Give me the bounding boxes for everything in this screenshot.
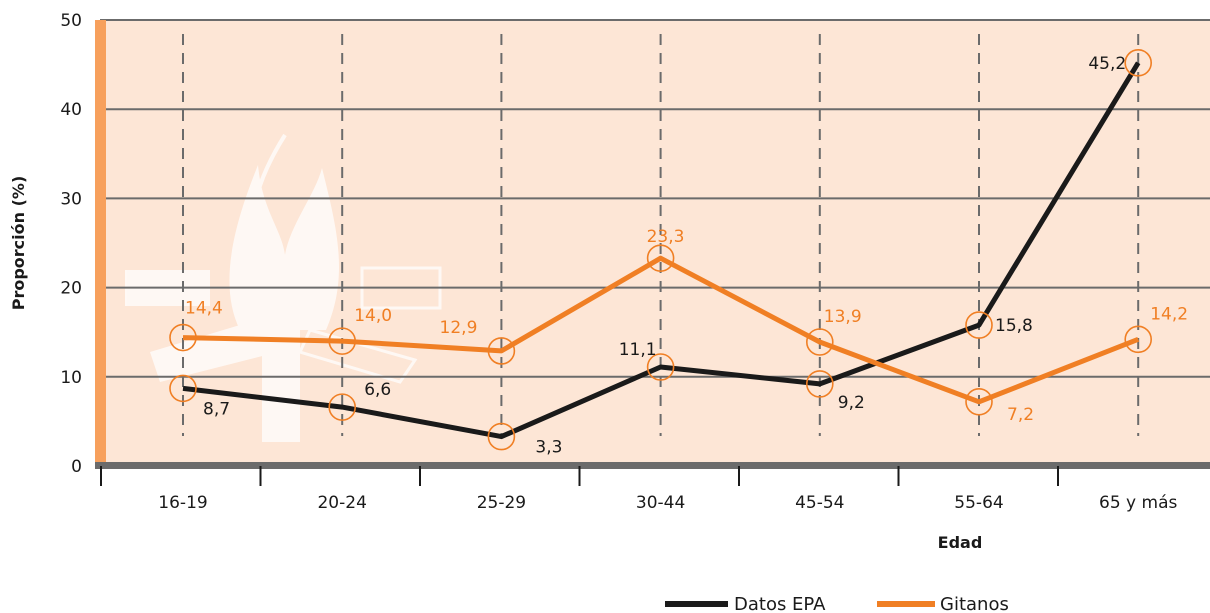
data-label-series-0-point-6: 45,2 bbox=[1088, 54, 1126, 74]
x-tick-label: 20-24 bbox=[317, 493, 366, 513]
x-tick-label: 45-54 bbox=[795, 493, 844, 513]
marker-series-0-point-0 bbox=[169, 374, 197, 403]
series-lines bbox=[182, 61, 1141, 440]
series-line-0 bbox=[182, 61, 1141, 440]
data-labels: 8,7 6,6 3,3 11,1 9,2 15,8 45,2 14,4 14,0 12,9 23,3… bbox=[185, 54, 1188, 458]
x-axis-ticks bbox=[100, 466, 1059, 486]
data-label-series-1-point-1: 14,0 bbox=[354, 306, 392, 326]
x-tick-label: 30-44 bbox=[636, 493, 685, 513]
x-tick-label: 25-29 bbox=[477, 493, 526, 513]
legend-label-gitanos: Gitanos bbox=[940, 594, 1009, 613]
y-axis-title: Proporción (%) bbox=[9, 176, 28, 311]
y-tick-label: 20 bbox=[60, 279, 82, 299]
y-tick-label: 50 bbox=[60, 11, 82, 31]
x-axis-title: Edad bbox=[938, 533, 983, 552]
x-axis-tick-labels: 16-19 20-24 25-29 30-44 45-54 55-64 65 y más bbox=[158, 493, 1177, 513]
data-label-series-1-point-4: 13,9 bbox=[824, 307, 862, 327]
horizontal-gridlines bbox=[100, 19, 1210, 378]
marker-series-0-point-1 bbox=[328, 393, 357, 421]
data-label-series-1-point-2: 12,9 bbox=[440, 318, 478, 338]
marker-series-0-point-5 bbox=[965, 311, 993, 339]
data-label-series-0-point-4: 9,2 bbox=[838, 393, 865, 413]
data-label-series-1-point-6: 14,2 bbox=[1150, 304, 1188, 324]
x-tick-label: 55-64 bbox=[954, 493, 1003, 513]
marker-series-0-point-4 bbox=[805, 370, 834, 398]
marker-series-0-point-2 bbox=[487, 422, 516, 451]
y-tick-label: 30 bbox=[60, 189, 82, 209]
data-label-series-0-point-1: 6,6 bbox=[364, 380, 391, 400]
y-tick-label: 10 bbox=[60, 368, 82, 388]
marker-series-0-point-3 bbox=[646, 353, 675, 381]
marker-series-1-point-5 bbox=[965, 387, 993, 416]
data-label-series-0-point-0: 8,7 bbox=[203, 399, 230, 419]
x-tick-label: 65 y más bbox=[1099, 493, 1177, 513]
marker-series-1-point-1 bbox=[328, 327, 357, 355]
x-axis-bar bbox=[95, 462, 1210, 469]
series-markers bbox=[169, 49, 1152, 451]
data-label-series-1-point-3: 23,3 bbox=[647, 227, 685, 247]
legend-label-datos-epa: Datos EPA bbox=[734, 594, 826, 613]
data-label-series-0-point-3: 11,1 bbox=[619, 340, 657, 360]
left-axis-bar bbox=[95, 20, 106, 466]
series-line-1 bbox=[182, 255, 1140, 405]
y-axis-tick-labels: 0 10 20 30 40 50 bbox=[60, 11, 82, 477]
marker-series-1-point-4 bbox=[805, 328, 834, 356]
marker-series-1-point-3 bbox=[646, 244, 675, 272]
data-label-series-1-point-5: 7,2 bbox=[1007, 405, 1034, 425]
y-tick-label: 0 bbox=[71, 457, 82, 477]
y-tick-label: 40 bbox=[60, 100, 82, 120]
marker-series-0-point-6 bbox=[1124, 49, 1152, 77]
marker-series-1-point-6 bbox=[1124, 325, 1152, 354]
marker-series-1-point-2 bbox=[487, 337, 516, 365]
data-label-series-0-point-5: 15,8 bbox=[995, 316, 1033, 336]
data-label-series-0-point-2: 3,3 bbox=[535, 438, 562, 458]
legend: Datos EPA Gitanos bbox=[665, 594, 1009, 613]
vertical-gridlines bbox=[182, 34, 1140, 436]
data-label-series-1-point-0: 14,4 bbox=[185, 299, 223, 319]
x-tick-label: 16-19 bbox=[158, 493, 207, 513]
marker-series-1-point-0 bbox=[169, 323, 197, 352]
